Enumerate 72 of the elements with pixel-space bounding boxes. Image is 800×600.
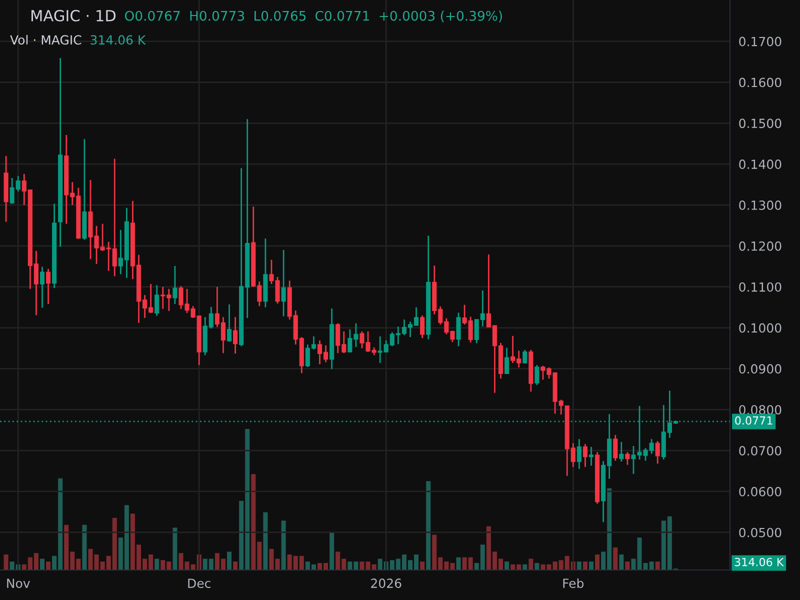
y-tick-label: 0.0900: [739, 364, 782, 374]
bar: [420, 562, 425, 570]
bar: [330, 532, 334, 570]
y-tick-label: 0.1200: [739, 241, 782, 251]
candlestick: [522, 349, 528, 364]
candlestick: [154, 284, 160, 317]
candlestick: [588, 446, 594, 466]
annotation: C0.0771: [315, 10, 369, 21]
bar: [226, 552, 232, 570]
y-tick-label: 0.1500: [739, 118, 782, 128]
candlestick: [40, 266, 45, 308]
bar: [619, 554, 624, 570]
bar: [426, 481, 431, 570]
bar: [4, 554, 8, 570]
bar: [504, 562, 510, 570]
bar: [154, 558, 160, 570]
candlestick: [613, 434, 618, 462]
candlestick: [281, 249, 286, 317]
candlestick: [655, 440, 660, 464]
y-tick-label: 0.1400: [739, 160, 782, 170]
y-tick-label: 0.1000: [739, 323, 782, 333]
bar: [456, 557, 461, 570]
candlestick: [226, 304, 232, 342]
x-tick-label: Nov: [7, 578, 30, 588]
bar: [263, 512, 268, 570]
bar: [172, 528, 178, 570]
bar: [613, 547, 618, 570]
candlestick: [576, 438, 582, 470]
x-tick-label: Dec: [188, 578, 210, 588]
bar: [625, 562, 630, 570]
candlestick: [504, 347, 510, 375]
bar: [281, 520, 286, 570]
bar: [595, 554, 600, 570]
candlestick: [582, 443, 588, 468]
ref-line-label: 0.0771: [735, 416, 772, 425]
bar: [46, 562, 51, 570]
chart-title: Vol · MAGIC: [10, 34, 82, 45]
y-tick-label: 0.1600: [739, 78, 782, 88]
bar: [534, 562, 540, 570]
bar: [82, 524, 87, 570]
candlestick: [456, 312, 461, 347]
text: 314.06 K: [734, 558, 784, 566]
y-tick-label: 0.0800: [739, 405, 782, 415]
y-tick-label: 0.1300: [739, 200, 782, 210]
bar: [40, 558, 44, 570]
y-tick-label: 0.0700: [739, 446, 782, 456]
candlestick: [420, 314, 425, 339]
annotation: +0.0003 (+0.39%): [380, 10, 502, 22]
candlestick: [172, 265, 178, 305]
x-tick-label: 2026: [371, 578, 402, 588]
candlestick: [625, 451, 630, 466]
bar: [655, 562, 660, 570]
annotation: O0.0767: [124, 10, 180, 21]
x-tick-label: Feb: [563, 578, 584, 588]
candlestick: [233, 316, 238, 354]
text: MAGIC · 1D: [32, 10, 116, 22]
candlestick: [46, 268, 51, 305]
y-tick-label: 0.0500: [739, 528, 782, 538]
y-tick-label: 0.0600: [739, 486, 782, 496]
y-tick-label: 0.1100: [739, 282, 782, 292]
chart-subtitle: 314.06 K: [90, 35, 146, 45]
bar: [528, 558, 534, 570]
bar: [233, 562, 238, 570]
bar: [582, 562, 588, 570]
bar: [588, 562, 594, 570]
bar: [360, 562, 364, 570]
y-tick-label: 0.1700: [739, 36, 782, 46]
annotation: H0.0773: [190, 10, 244, 21]
candlestick: [534, 364, 540, 386]
annotation: L0.0765: [254, 10, 306, 21]
bar: [576, 562, 582, 570]
candlestick: [619, 441, 624, 462]
